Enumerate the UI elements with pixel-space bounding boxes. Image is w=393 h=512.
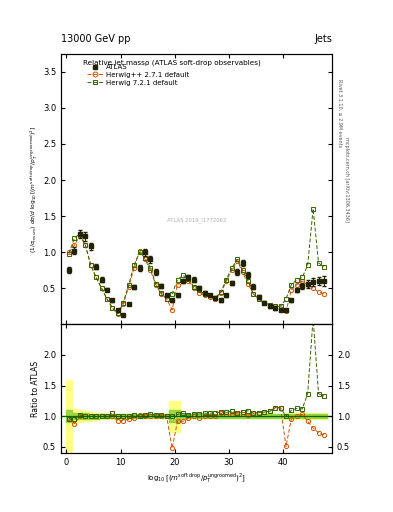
Y-axis label: $(1/\sigma_\mathrm{resum})$ $d\sigma/d$ $\log_{10}$[$({m^\mathrm{soft\ drop}}/{p: $(1/\sigma_\mathrm{resum})$ $d\sigma/d$ …: [29, 125, 40, 253]
Y-axis label: Ratio to ATLAS: Ratio to ATLAS: [31, 360, 40, 417]
Text: Rivet 3.1.10, ≥ 2.9M events: Rivet 3.1.10, ≥ 2.9M events: [337, 78, 342, 147]
Text: Jets: Jets: [314, 33, 332, 44]
Legend: ATLAS, Herwig++ 2.7.1 default, Herwig 7.2.1 default: ATLAS, Herwig++ 2.7.1 default, Herwig 7.…: [86, 62, 190, 87]
Text: 13000 GeV pp: 13000 GeV pp: [61, 33, 130, 44]
Text: ATLAS 2019_I1772062: ATLAS 2019_I1772062: [167, 218, 226, 223]
X-axis label: $\log_{10}$[$(m^\mathrm{soft\ drop}/p_T^\mathrm{ungroomed})^2$]: $\log_{10}$[$(m^\mathrm{soft\ drop}/p_T^…: [147, 471, 246, 485]
Text: Relative jet massρ (ATLAS soft-drop observables): Relative jet massρ (ATLAS soft-drop obse…: [83, 59, 260, 66]
Text: mcplots.cern.ch [arXiv:1306.3436]: mcplots.cern.ch [arXiv:1306.3436]: [344, 137, 349, 222]
